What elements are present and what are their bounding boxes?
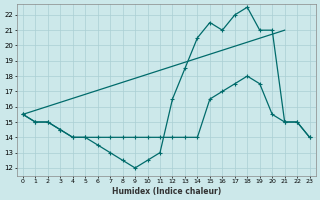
- X-axis label: Humidex (Indice chaleur): Humidex (Indice chaleur): [112, 187, 221, 196]
